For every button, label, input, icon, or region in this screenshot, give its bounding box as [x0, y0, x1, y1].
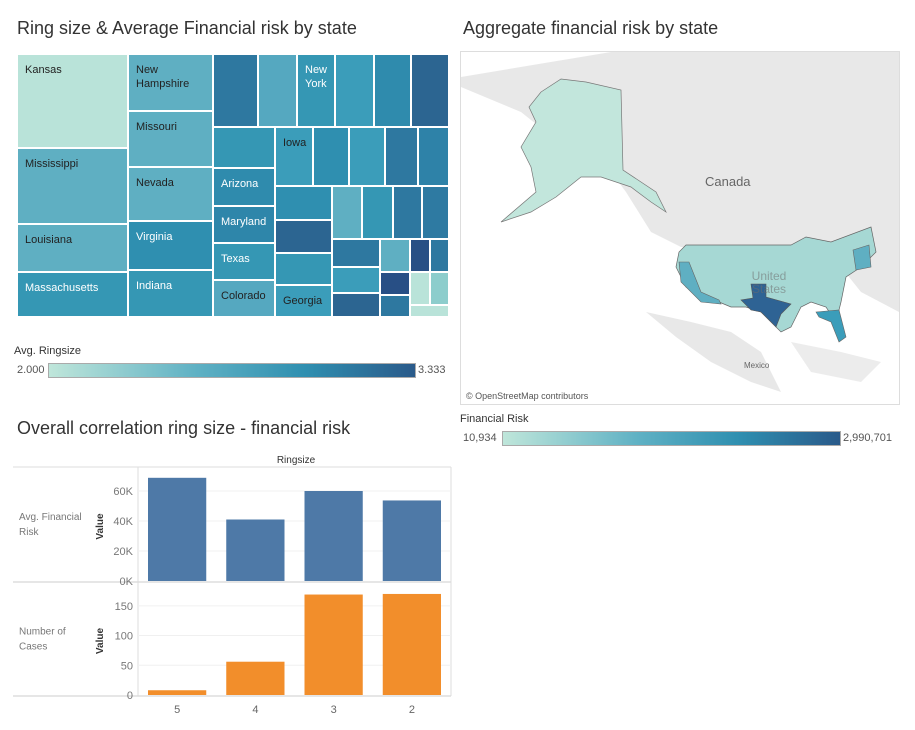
treemap-cell-louisiana[interactable]: Louisiana	[17, 224, 128, 272]
ringsize-legend-title: Avg. Ringsize	[14, 345, 82, 357]
bar-avg-financial-risk-2[interactable]	[382, 500, 441, 581]
map-label-mexico: Mexico	[744, 361, 770, 370]
ringsize-legend-max: 3.333	[418, 364, 446, 376]
ringsize-legend-min: 2.000	[17, 364, 45, 376]
treemap-cell[interactable]	[332, 293, 380, 317]
treemap-cell-arizona[interactable]: Arizona	[213, 168, 275, 206]
treemap-cell[interactable]	[418, 127, 449, 186]
new-york-state[interactable]	[852, 244, 872, 271]
treemap-cell-kansas[interactable]: Kansas	[17, 54, 128, 148]
treemap-cell[interactable]	[275, 220, 332, 253]
treemap-cell-massachusetts[interactable]: Massachusetts	[17, 272, 128, 317]
correlation-bar-chart[interactable]: Ringsize 0K 20K 40K 60K Value Avg. Financial R…	[0, 440, 460, 730]
row-label-avg-financial-risk: Avg. Financial Risk	[19, 512, 82, 538]
bar-number-of-cases-3[interactable]	[304, 594, 363, 695]
treemap-cell[interactable]	[349, 127, 385, 186]
treemap-cell-virginia[interactable]: Virginia	[128, 221, 213, 270]
treemap-cell[interactable]	[380, 272, 410, 295]
x-tick-label: 2	[409, 704, 415, 716]
treemap-cell[interactable]	[258, 54, 297, 127]
y-tick-label: 100	[115, 631, 133, 643]
treemap-cell[interactable]	[213, 54, 258, 127]
treemap-cell-georgia[interactable]: Georgia	[275, 285, 332, 317]
map-title: Aggregate financial risk by state	[463, 18, 719, 38]
x-axis-title: Ringsize	[277, 455, 316, 466]
treemap-cell[interactable]	[410, 272, 430, 305]
treemap-cell[interactable]	[332, 267, 380, 293]
financial-risk-legend-min: 10,934	[463, 432, 497, 444]
map-canvas[interactable]: Canada Mexico © OpenStreetMap contributo…	[461, 52, 899, 404]
treemap-cell[interactable]	[213, 127, 275, 168]
y-tick-label: 40K	[113, 516, 133, 528]
x-tick-label: 3	[331, 704, 337, 716]
financial-risk-legend-title: Financial Risk	[460, 413, 529, 425]
treemap-cell[interactable]	[430, 272, 449, 305]
y-tick-label: 0K	[120, 576, 134, 588]
y-tick-label: 50	[121, 660, 133, 672]
map[interactable]: Canada Mexico © OpenStreetMap contributo…	[460, 51, 900, 405]
bar-avg-financial-risk-3[interactable]	[304, 491, 363, 581]
treemap-cell[interactable]	[380, 295, 410, 317]
y-tick-label: 0	[127, 690, 133, 702]
treemap-cell[interactable]	[380, 239, 410, 272]
treemap-cell[interactable]	[332, 186, 362, 239]
treemap-cell-new-hampshire[interactable]: New Hampshire	[128, 54, 213, 111]
y-tick-label: 60K	[113, 486, 133, 498]
map-attribution[interactable]: © OpenStreetMap contributors	[466, 391, 589, 401]
financial-risk-color-scale	[502, 431, 841, 446]
bar-avg-financial-risk-5[interactable]	[148, 477, 207, 581]
treemap-cell[interactable]	[362, 186, 393, 239]
treemap-cell-texas[interactable]: Texas	[213, 243, 275, 280]
texas-state[interactable]	[740, 283, 792, 328]
treemap-cell[interactable]	[411, 54, 449, 127]
caribbean-landmass	[791, 342, 881, 382]
alaska-state[interactable]	[500, 78, 667, 223]
y-tick-label: 20K	[113, 546, 133, 558]
treemap-title: Ring size & Average Financial risk by st…	[17, 18, 357, 38]
treemap-cell-new-york[interactable]: New York	[297, 54, 335, 127]
row-label-number-of-cases: Number of Cases	[19, 627, 66, 653]
treemap[interactable]: Kansas Mississippi Louisiana Massachuset…	[17, 54, 449, 317]
x-tick-label: 5	[174, 704, 180, 716]
treemap-cell[interactable]	[422, 186, 449, 239]
treemap-cell-mississippi[interactable]: Mississippi	[17, 148, 128, 224]
bar-number-of-cases-4[interactable]	[226, 661, 285, 695]
treemap-cell-nevada[interactable]: Nevada	[128, 167, 213, 221]
map-label-united-states: United States	[751, 269, 787, 296]
treemap-cell[interactable]	[335, 54, 374, 127]
ringsize-color-scale	[48, 363, 416, 378]
treemap-cell[interactable]	[374, 54, 411, 127]
bar-avg-financial-risk-4[interactable]	[226, 519, 285, 582]
financial-risk-legend-max: 2,990,701	[843, 432, 892, 444]
treemap-cell[interactable]	[275, 186, 332, 220]
mexico-landmass	[646, 312, 781, 392]
treemap-cell[interactable]	[275, 253, 332, 285]
treemap-cell[interactable]	[430, 239, 449, 272]
y-axis-title: Value	[95, 628, 106, 655]
california-state[interactable]	[678, 261, 722, 305]
bar-number-of-cases-5[interactable]	[148, 690, 207, 695]
x-tick-label: 4	[252, 704, 258, 716]
treemap-cell-colorado[interactable]: Colorado	[213, 280, 275, 317]
treemap-cell-maryland[interactable]: Maryland	[213, 206, 275, 243]
bar-number-of-cases-2[interactable]	[382, 593, 441, 695]
treemap-cell-indiana[interactable]: Indiana	[128, 270, 213, 317]
correlation-title: Overall correlation ring size - financia…	[17, 418, 351, 438]
treemap-cell[interactable]	[410, 239, 430, 272]
map-label-canada: Canada	[705, 174, 751, 189]
florida-state[interactable]	[815, 309, 847, 343]
treemap-cell[interactable]	[332, 239, 380, 267]
treemap-cell[interactable]	[313, 127, 349, 186]
treemap-cell-missouri[interactable]: Missouri	[128, 111, 213, 167]
treemap-cell[interactable]	[393, 186, 422, 239]
treemap-cell[interactable]	[385, 127, 418, 186]
treemap-cell[interactable]	[410, 305, 449, 317]
y-tick-label: 150	[115, 601, 133, 613]
y-axis-title: Value	[95, 513, 106, 540]
treemap-cell-iowa[interactable]: Iowa	[275, 127, 313, 186]
